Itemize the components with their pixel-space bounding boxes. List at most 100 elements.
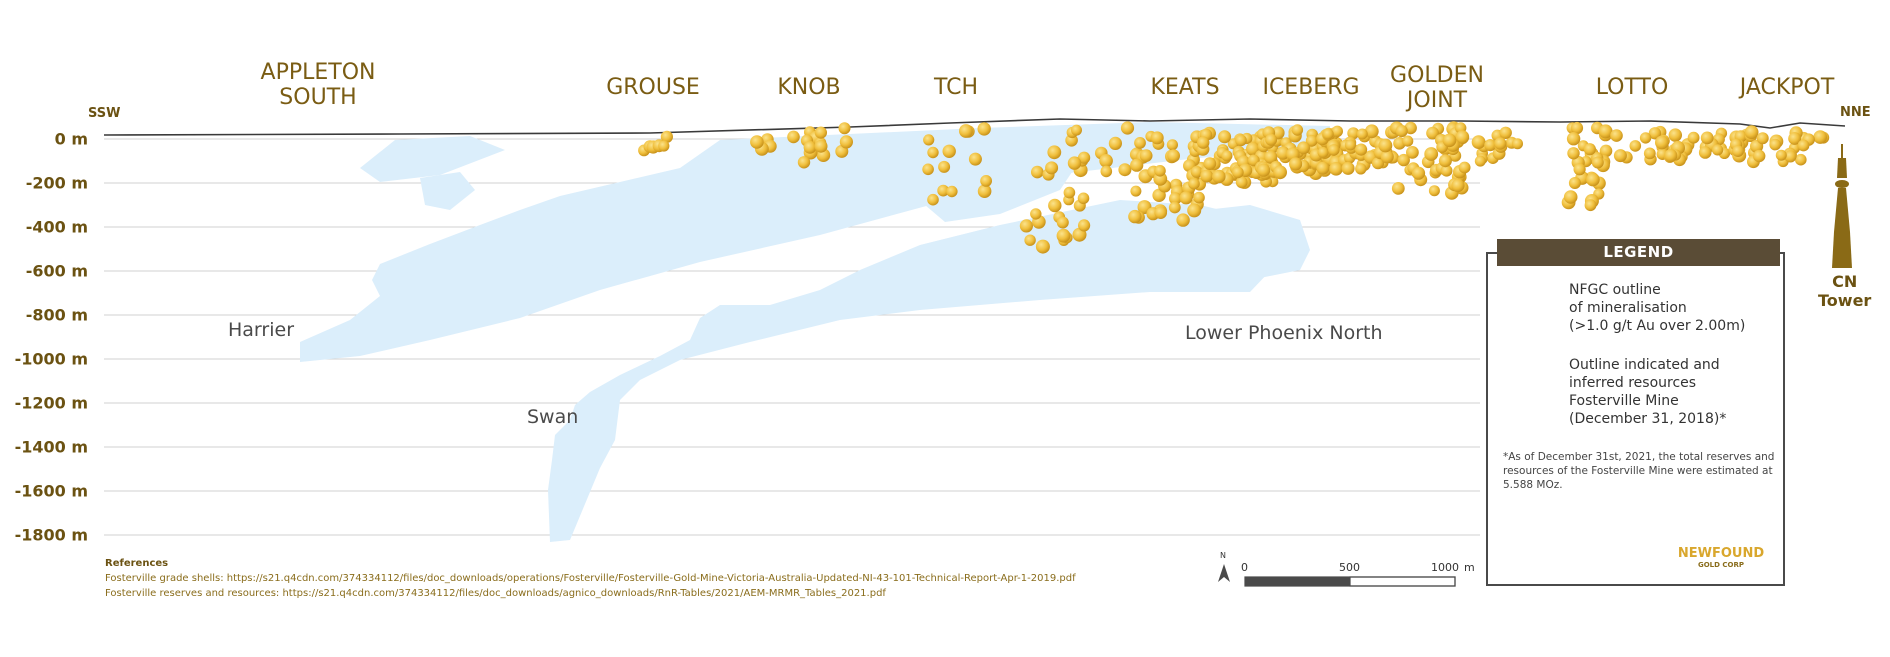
- depth-tick-label: -1000 m: [14, 349, 88, 369]
- mineralisation-sphere: [937, 184, 950, 197]
- mineralisation-sphere: [1203, 157, 1217, 171]
- depth-tick-label: -600 m: [25, 261, 88, 281]
- reference-line[interactable]: Fosterville grade shells: https://s21.q4…: [105, 573, 1076, 584]
- depth-tick-label: -1400 m: [14, 437, 88, 457]
- mineralisation-sphere: [938, 160, 951, 173]
- mineralisation-sphere: [1788, 132, 1801, 145]
- mineralisation-sphere: [1732, 145, 1744, 158]
- mineralisation-sphere: [1566, 132, 1581, 146]
- mineralisation-sphere: [1643, 147, 1656, 160]
- direction-nne: NNE: [1840, 105, 1871, 120]
- mineralisation-sphere: [1108, 136, 1122, 150]
- mineralisation-sphere: [1176, 213, 1190, 227]
- mineralisation-sphere: [1629, 140, 1642, 152]
- mineralisation-sphere: [1568, 177, 1581, 189]
- zone-label-harrier: Harrier: [228, 319, 294, 341]
- mineralisation-sphere: [1411, 166, 1426, 180]
- mineralisation-sphere: [660, 130, 674, 143]
- mineralisation-sphere: [1355, 143, 1368, 156]
- mineralisation-sphere: [1440, 164, 1453, 177]
- mineralisation-sphere: [1378, 138, 1393, 153]
- reference-line[interactable]: Fosterville reserves and resources: http…: [105, 588, 886, 599]
- mineralisation-sphere: [959, 124, 973, 138]
- north-arrow-icon: [1218, 564, 1230, 582]
- mineralisation-sphere: [1291, 124, 1304, 136]
- mineralisation-sphere: [1591, 156, 1604, 169]
- mineralisation-sphere: [1200, 169, 1214, 183]
- mineralisation-sphere: [1442, 133, 1457, 148]
- mineralisation-sphere: [1583, 143, 1596, 156]
- mineralisation-sphere: [1648, 127, 1662, 140]
- deposit-label-iceberg: ICEBERG: [1262, 75, 1360, 100]
- resource-harrier-zone: [300, 122, 1330, 362]
- mineralisation-sphere: [1784, 150, 1797, 163]
- mineralisation-sphere: [787, 130, 800, 144]
- mineralisation-sphere: [839, 135, 854, 149]
- scale-label-500: 500: [1339, 561, 1360, 574]
- mineralisation-sphere: [1395, 124, 1408, 138]
- deposit-label-keats: KEATS: [1150, 75, 1220, 100]
- mineralisation-sphere: [1235, 176, 1248, 189]
- mineralisation-sphere: [980, 175, 992, 187]
- depth-tick-label: -1200 m: [14, 393, 88, 413]
- mineralisation-sphere: [1056, 228, 1071, 243]
- mineralisation-sphere: [1218, 130, 1232, 144]
- mineralisation-sphere: [797, 156, 811, 169]
- mineralisation-sphere: [1056, 216, 1069, 229]
- mineralisation-sphere: [658, 140, 670, 152]
- mineralisation-sphere: [1610, 129, 1623, 142]
- mineralisation-sphere: [923, 134, 935, 146]
- mineralisation-sphere: [977, 122, 991, 136]
- mineralisation-sphere: [1077, 192, 1090, 205]
- mineralisation-sphere: [1273, 165, 1287, 180]
- mineralisation-sphere: [1484, 139, 1497, 152]
- resource-swan-zone: [540, 178, 820, 276]
- mineralisation-sphere: [1322, 128, 1334, 140]
- legend-item-resources: Outline indicated and inferred resources…: [1569, 357, 1727, 427]
- mineralisation-sphere: [1494, 137, 1507, 150]
- mineralisation-sphere: [1769, 138, 1781, 151]
- resource-harrier-zone: [420, 172, 475, 210]
- mineralisation-sphere: [1687, 131, 1700, 144]
- depth-tick-label: -200 m: [25, 173, 88, 193]
- mineralisation-sphere: [1584, 199, 1597, 212]
- mineralisation-sphere: [1655, 135, 1669, 150]
- mineralisation-sphere: [1356, 128, 1368, 140]
- mineralisation-sphere: [1078, 219, 1091, 232]
- mineralisation-sphere: [1130, 185, 1142, 197]
- mineralisation-sphere: [1698, 146, 1712, 159]
- mineralisation-sphere: [1067, 156, 1082, 170]
- mineralisation-sphere: [1128, 209, 1142, 224]
- mineralisation-sphere: [1586, 172, 1600, 187]
- mineralisation-sphere: [1406, 146, 1419, 159]
- mineralisation-sphere: [1639, 132, 1652, 144]
- mineralisation-sphere: [1744, 125, 1759, 140]
- mineralisation-sphere: [1035, 239, 1050, 254]
- mineralisation-sphere: [1179, 191, 1193, 205]
- mineralisation-sphere: [1424, 147, 1439, 161]
- mineralisation-sphere: [927, 146, 939, 159]
- mineralisation-sphere: [1264, 150, 1278, 164]
- mineralisation-sphere: [1235, 134, 1247, 147]
- direction-ssw: SSW: [88, 106, 121, 121]
- depth-tick-label: 0 m: [54, 129, 88, 149]
- nfgc-mineralisation-spheres: [638, 121, 1830, 254]
- mineralisation-sphere: [942, 144, 956, 158]
- mineralisation-sphere: [1168, 201, 1181, 214]
- mineralisation-sphere: [1402, 135, 1414, 147]
- mineralisation-sphere: [1668, 128, 1683, 142]
- logo-name: NEWFOUND: [1677, 546, 1765, 561]
- mineralisation-sphere: [1344, 139, 1356, 151]
- mineralisation-sphere: [1019, 219, 1033, 233]
- legend-item-mineralisation: NFGC outline of mineralisation (>1.0 g/t…: [1569, 282, 1746, 334]
- mineralisation-sphere: [1347, 127, 1360, 140]
- scale-label-1000: 1000: [1431, 561, 1459, 574]
- mineralisation-sphere: [1599, 144, 1613, 158]
- mineralisation-sphere: [1438, 154, 1452, 168]
- mineralisation-sphere: [1030, 208, 1042, 220]
- deposit-label-golden-joint: GOLDEN JOINT: [1390, 63, 1484, 113]
- mineralisation-sphere: [1795, 153, 1807, 166]
- mineralisation-sphere: [1391, 182, 1405, 195]
- depth-tick-label: -800 m: [25, 305, 88, 325]
